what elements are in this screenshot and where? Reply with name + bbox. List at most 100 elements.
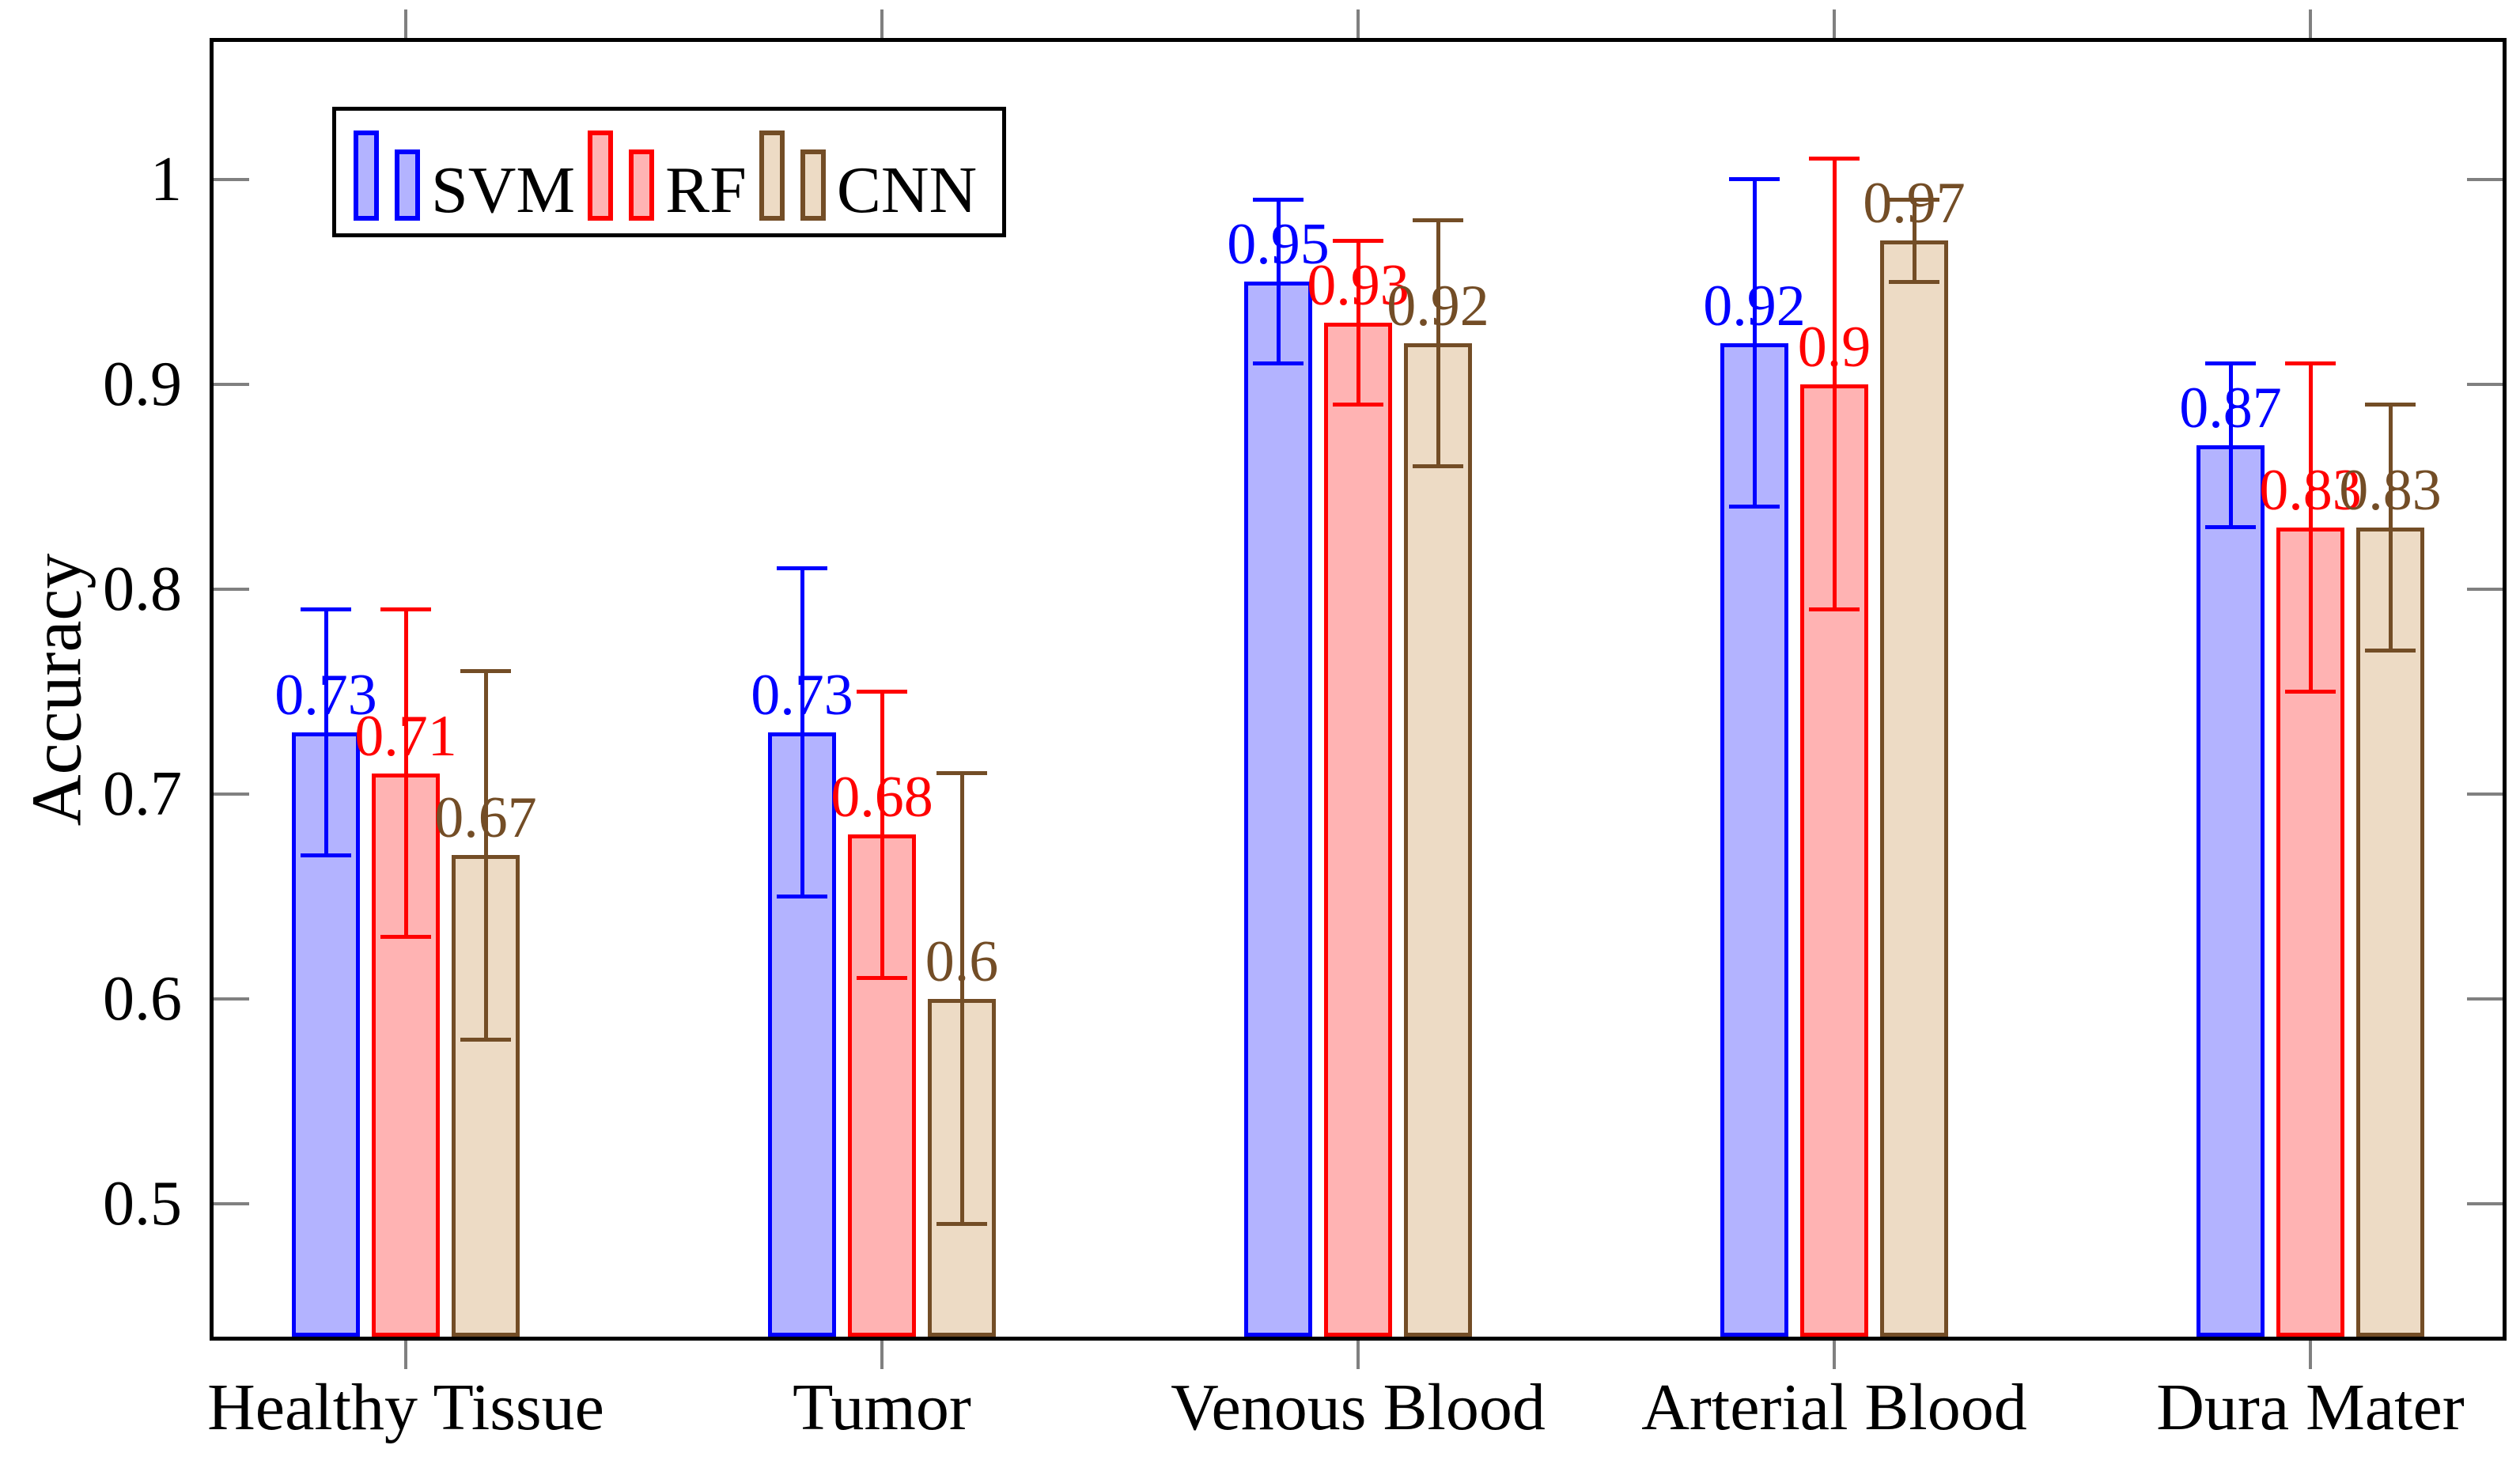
error-cap-upper-cnn-dura-mater [2365,402,2416,407]
value-label-cnn-dura-mater: 0.83 [2339,457,2442,523]
error-cap-lower-rf-dura-mater [2285,689,2336,694]
error-cap-upper-cnn-healthy-tissue [460,668,511,673]
error-bar-cnn-tumor [959,773,964,1224]
category-label-arterial-blood: Arterial Blood [1641,1371,2027,1444]
bar-cnn-arterial-blood [1880,240,1948,1337]
error-cap-lower-svm-venous-blood [1253,361,1304,366]
legend-label-rf: RF [665,153,747,227]
y-tick-right-0.7 [2467,792,2503,796]
error-cap-lower-cnn-tumor [936,1222,987,1227]
plot-area: SVM RF CNN 0.5 0.6 0.7 0.8 0.9 1 0.73 0.73 0.95 0… [103,9,2507,1369]
svm-swatch-short [395,149,420,221]
y-tick-label-1: 1 [150,144,182,214]
error-cap-upper-rf-tumor [857,689,907,694]
y-tick-left-0.7 [214,792,249,796]
legend-entry-cnn: CNN [759,131,989,223]
y-tick-label-0.8: 0.8 [103,554,182,624]
y-tick-left-0.6 [214,997,249,1001]
bar-cnn-venous-blood [1404,342,1472,1337]
bar-svm-dura-mater [2196,445,2265,1337]
error-bar-cnn-arterial-blood [1912,199,1916,282]
error-cap-upper-svm-venous-blood [1253,197,1304,202]
error-bar-svm-tumor [800,568,804,897]
y-tick-label-0.5: 0.5 [103,1168,182,1239]
x-tick-bottom-arterial-blood [1833,1341,1836,1369]
x-tick-top-dura-mater [2309,9,2312,38]
value-label-svm-healthy-tissue: 0.73 [274,662,377,728]
y-tick-left-0.8 [214,587,249,591]
value-label-cnn-tumor: 0.6 [925,929,999,994]
x-tick-bottom-venous-blood [1356,1341,1360,1369]
error-cap-lower-cnn-healthy-tissue [460,1037,511,1042]
error-bar-svm-dura-mater [2228,363,2233,528]
error-cap-lower-svm-tumor [777,894,827,898]
cnn-swatch-tall [759,131,785,221]
legend-entry-rf: RF [588,131,759,227]
error-cap-lower-svm-healthy-tissue [301,853,351,857]
y-tick-left-1 [214,177,249,181]
svm-legend-marker-icon [354,131,420,221]
value-label-rf-venous-blood: 0.93 [1307,252,1409,318]
error-cap-upper-svm-tumor [777,566,827,571]
x-tick-top-venous-blood [1356,9,1360,38]
legend-label-svm: SVM [431,153,576,227]
x-tick-bottom-healthy-tissue [404,1341,407,1369]
y-tick-right-1 [2467,177,2503,181]
cnn-swatch-short [800,149,826,221]
value-label-rf-tumor: 0.68 [831,765,933,830]
value-label-cnn-healthy-tissue: 0.67 [434,785,537,851]
y-tick-left-0.9 [214,382,249,386]
error-cap-lower-rf-venous-blood [1333,402,1383,407]
value-label-svm-tumor: 0.73 [751,662,853,728]
error-bar-svm-healthy-tissue [324,609,328,856]
error-cap-upper-cnn-venous-blood [1413,218,1463,222]
error-cap-upper-rf-healthy-tissue [380,607,431,611]
y-tick-right-0.8 [2467,587,2503,591]
error-bar-rf-arterial-blood [1832,158,1837,610]
x-tick-top-tumor [880,9,884,38]
value-label-svm-dura-mater: 0.87 [2179,376,2282,441]
error-cap-upper-rf-dura-mater [2285,361,2336,366]
legend-entry-svm: SVM [354,131,588,227]
error-bar-rf-tumor [880,691,884,978]
error-bar-rf-dura-mater [2308,363,2313,692]
category-label-dura-mater: Dura Mater [2156,1371,2465,1444]
bar-rf-venous-blood [1324,322,1392,1337]
error-cap-upper-cnn-arterial-blood [1889,197,1939,202]
y-tick-right-0.5 [2467,1201,2503,1205]
rf-legend-marker-icon [588,131,655,221]
x-tick-top-healthy-tissue [404,9,407,38]
y-tick-label-0.9: 0.9 [103,349,182,419]
bar-cnn-dura-mater [2356,527,2424,1337]
error-bar-cnn-healthy-tissue [483,671,488,1040]
error-cap-lower-cnn-dura-mater [2365,648,2416,653]
error-cap-lower-rf-healthy-tissue [380,935,431,940]
error-bar-cnn-dura-mater [2388,404,2393,651]
value-label-cnn-venous-blood: 0.92 [1387,273,1489,339]
rf-swatch-short [629,149,655,221]
error-cap-lower-rf-tumor [857,976,907,981]
error-bar-cnn-venous-blood [1436,220,1440,467]
value-label-rf-arterial-blood: 0.9 [1797,314,1871,380]
error-cap-upper-svm-healthy-tissue [301,607,351,611]
value-label-svm-venous-blood: 0.95 [1227,212,1330,278]
error-bar-rf-venous-blood [1356,240,1360,405]
x-tick-top-arterial-blood [1833,9,1836,38]
y-tick-right-0.9 [2467,382,2503,386]
error-cap-upper-rf-venous-blood [1333,238,1383,243]
legend: SVM RF CNN [332,107,1006,237]
value-label-rf-healthy-tissue: 0.71 [354,703,457,769]
error-cap-lower-cnn-venous-blood [1413,463,1463,468]
error-bar-svm-venous-blood [1276,199,1281,364]
x-tick-bottom-dura-mater [2309,1341,2312,1369]
error-bar-rf-healthy-tissue [403,609,408,937]
error-cap-lower-svm-dura-mater [2205,525,2256,530]
bar-svm-venous-blood [1244,282,1312,1337]
error-cap-lower-cnn-arterial-blood [1889,279,1939,284]
category-label-tumor: Tumor [793,1371,971,1444]
y-tick-label-0.6: 0.6 [103,963,182,1034]
cnn-legend-marker-icon [759,131,826,221]
y-tick-label-0.7: 0.7 [103,758,182,829]
error-cap-upper-svm-arterial-blood [1729,177,1780,182]
svm-swatch-tall [354,131,379,221]
